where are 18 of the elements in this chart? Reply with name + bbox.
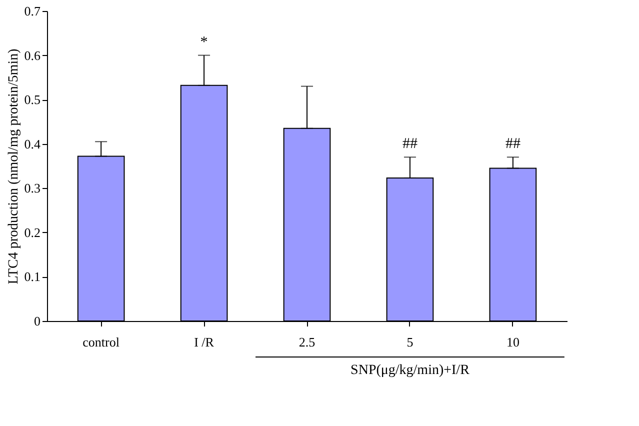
y-tick-label: 0.1	[24, 269, 40, 284]
x-tick-label: control	[82, 334, 120, 350]
x-tick-label: 5	[406, 334, 414, 350]
y-tick-label: 0.4	[24, 136, 41, 152]
y-tick-label: 0.7	[24, 4, 41, 18]
y-tick-label: 0.2	[24, 224, 40, 240]
annotation: ##	[402, 136, 418, 152]
annotation: ##	[505, 136, 521, 152]
y-tick-label: 0	[34, 314, 40, 328]
x-tick-label: 10	[506, 334, 520, 350]
y-tick-label: 0.6	[24, 48, 41, 63]
y-axis-title: LTC4 production (nmol/mg protein/5min)	[6, 48, 22, 284]
y-tick-label: 0.5	[24, 92, 40, 108]
x-tick-label: I /R	[194, 334, 214, 350]
x-tick-label: 2.5	[298, 334, 316, 350]
annotation: *	[200, 34, 208, 50]
text: SNP(μg/kg/min)+I/R	[350, 363, 470, 378]
y-tick-label: 0.3	[24, 180, 40, 196]
